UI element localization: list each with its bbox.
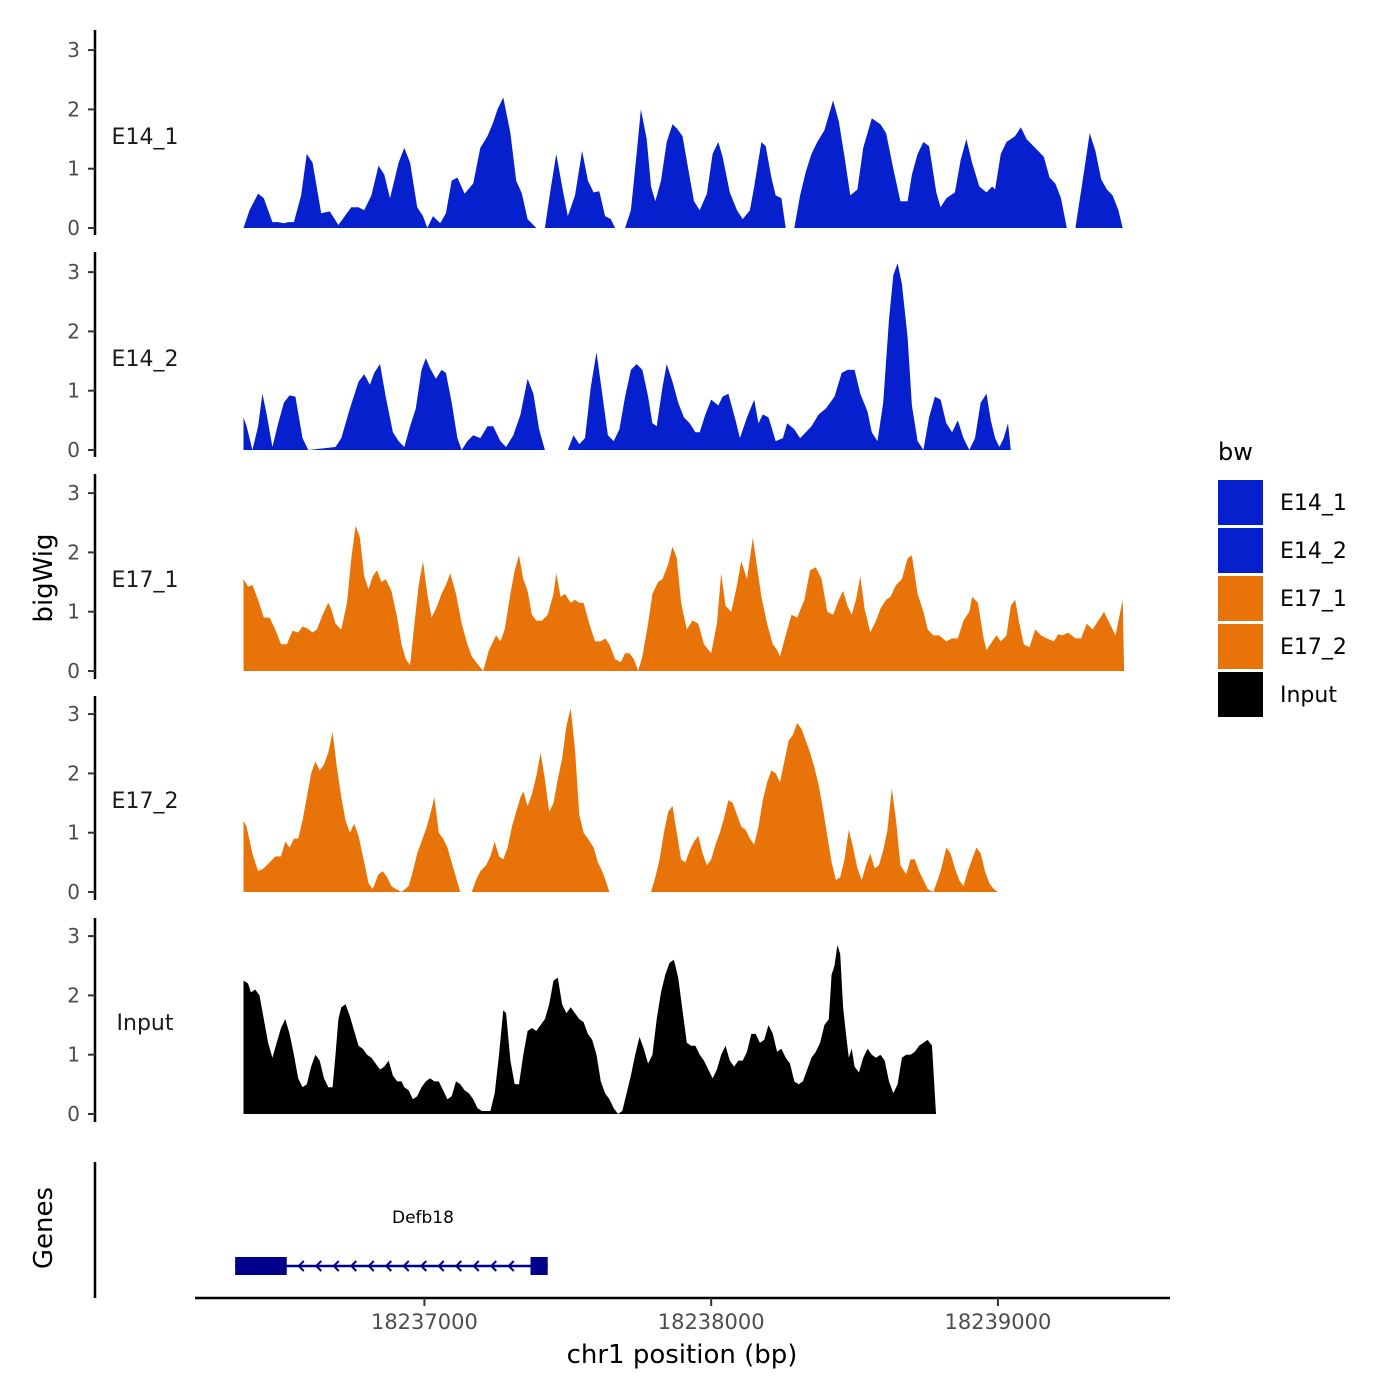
legend-swatch (1218, 624, 1263, 669)
y-tick-label: 2 (67, 983, 80, 1007)
coverage-area-E17_2 (243, 708, 998, 892)
legend-swatch (1218, 576, 1263, 621)
y-tick-label: 0 (67, 880, 80, 904)
x-tick-label: 18238000 (658, 1310, 765, 1334)
legend-label: E17_1 (1280, 587, 1347, 612)
legend-entry-E17_2: E17_2 (1218, 624, 1347, 669)
strand-arrow (437, 1260, 445, 1272)
legend-label: E17_2 (1280, 635, 1347, 660)
strand-arrow (402, 1260, 410, 1272)
y-tick-label: 2 (67, 97, 80, 121)
x-axis-title: chr1 position (bp) (567, 1340, 798, 1370)
track-label: E17_1 (112, 568, 179, 593)
strand-arrow (367, 1260, 375, 1272)
y-tick-label: 3 (67, 481, 80, 505)
legend-entry-E14_2: E14_2 (1218, 528, 1347, 573)
tracks-layer: 0 1 2 3 E14_1 0 1 2 3 E14_2 0 1 2 3 E17_1 0 1 2 3 E17_2 0 1 2 3… (67, 30, 1125, 1126)
gene-exon (530, 1257, 548, 1275)
track-E17_1: 0 1 2 3 E17_1 (67, 474, 1125, 683)
legend-entry-E14_1: E14_1 (1218, 480, 1347, 525)
strand-arrow (507, 1260, 515, 1272)
y-tick-label: 1 (67, 379, 80, 403)
y-tick-label: 2 (67, 319, 80, 343)
y-tick-label: 1 (67, 157, 80, 181)
x-tick-label: 18239000 (944, 1310, 1051, 1334)
gene-exon (235, 1257, 287, 1275)
strand-arrow (489, 1260, 497, 1272)
y-tick-label: 1 (67, 1043, 80, 1067)
track-E14_2: 0 1 2 3 E14_2 (67, 252, 1011, 462)
track-label: E17_2 (112, 789, 179, 814)
track-Input: 0 1 2 3 Input (67, 918, 936, 1126)
strand-arrow (454, 1260, 462, 1272)
genes-panel-title: Genes (29, 1187, 59, 1269)
y-axis-title: bigWig (29, 533, 59, 622)
legend-label: E14_1 (1280, 491, 1347, 516)
legend-swatch (1218, 528, 1263, 573)
y-tick-label: 3 (67, 260, 80, 284)
y-tick-label: 1 (67, 821, 80, 845)
legend-entries: E14_1 E14_2 E17_1 E17_2 Input (1218, 480, 1347, 717)
strand-arrow (384, 1260, 392, 1272)
strand-arrow (349, 1260, 357, 1272)
y-tick-label: 2 (67, 761, 80, 785)
y-tick-label: 3 (67, 38, 80, 62)
legend-label: Input (1280, 683, 1337, 708)
legend-entry-Input: Input (1218, 672, 1337, 717)
legend-entry-E17_1: E17_1 (1218, 576, 1347, 621)
strand-arrow (472, 1260, 480, 1272)
track-E14_1: 0 1 2 3 E14_1 (67, 30, 1123, 240)
track-E17_2: 0 1 2 3 E17_2 (67, 696, 998, 904)
strand-arrow (332, 1260, 340, 1272)
coverage-area-E14_2 (243, 263, 1011, 450)
legend-swatch (1218, 672, 1263, 717)
y-tick-label: 1 (67, 600, 80, 624)
legend: bw E14_1 E14_2 E17_1 E17_2 Input (1218, 438, 1347, 717)
gene-Defb18: Defb18 (235, 1208, 548, 1275)
legend-label: E14_2 (1280, 539, 1347, 564)
gene-label: Defb18 (392, 1208, 454, 1228)
legend-title: bw (1218, 438, 1253, 466)
strand-arrow (419, 1260, 427, 1272)
coverage-area-E17_1 (243, 525, 1125, 671)
coverage-area-Input (243, 945, 936, 1114)
track-label: E14_1 (112, 125, 179, 150)
x-tick-label: 18237000 (371, 1310, 478, 1334)
y-tick-label: 0 (67, 1102, 80, 1126)
genes-layer: Defb18 (235, 1208, 548, 1275)
track-label: E14_2 (112, 347, 179, 372)
x-ticks: 18237000 18238000 18239000 (371, 1298, 1051, 1334)
coverage-area-E14_1 (243, 97, 1123, 228)
strand-arrow (314, 1260, 322, 1272)
y-tick-label: 3 (67, 702, 80, 726)
y-tick-label: 3 (67, 924, 80, 948)
y-tick-label: 0 (67, 659, 80, 683)
y-tick-label: 2 (67, 540, 80, 564)
track-label: Input (117, 1011, 174, 1036)
y-tick-label: 0 (67, 438, 80, 462)
y-tick-label: 0 (67, 216, 80, 240)
legend-swatch (1218, 480, 1263, 525)
strand-arrow (297, 1260, 305, 1272)
